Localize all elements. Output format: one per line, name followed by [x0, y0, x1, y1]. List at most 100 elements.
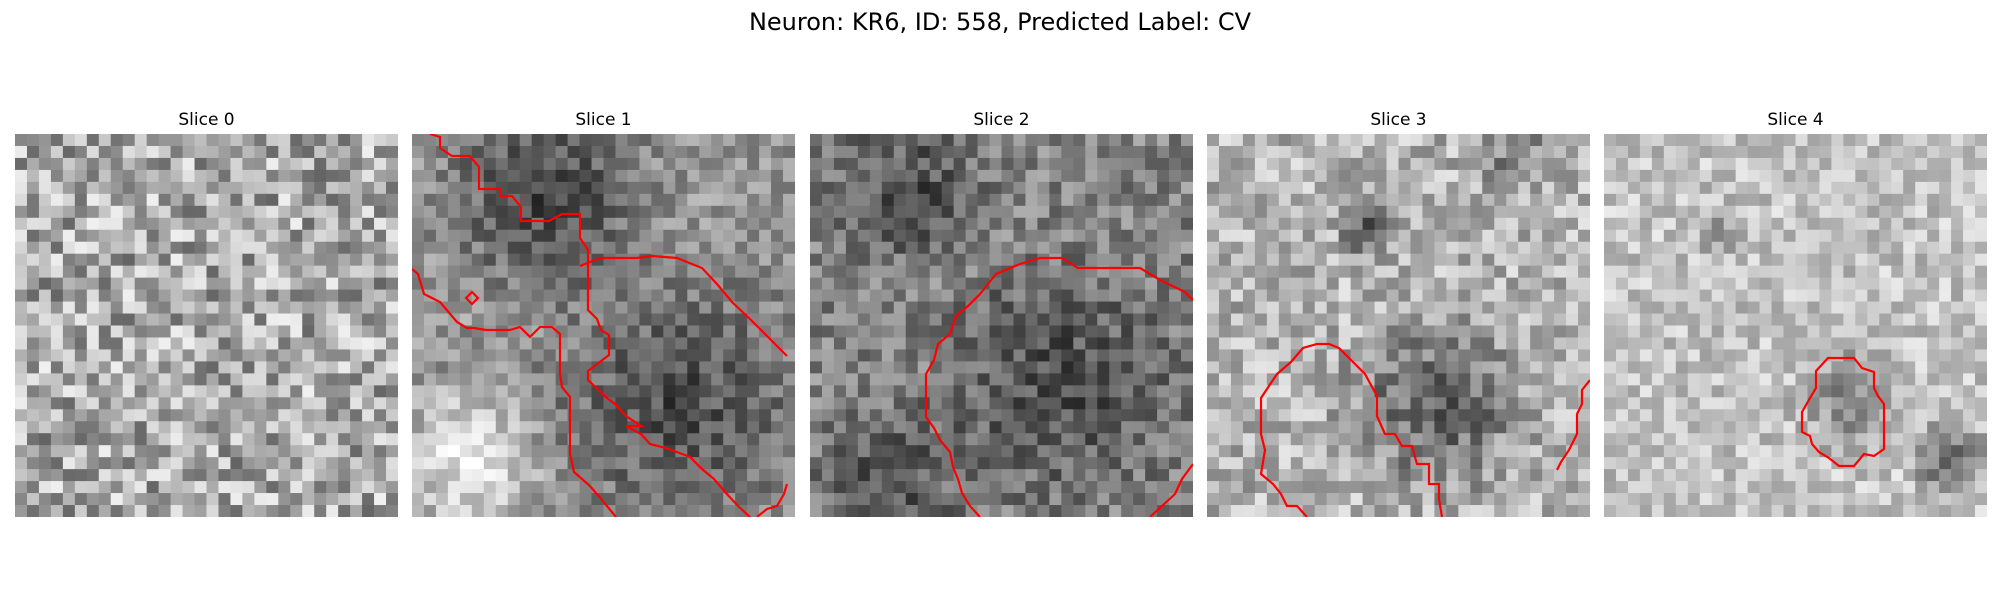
- pixel: [531, 421, 545, 434]
- pixel: [1711, 229, 1725, 243]
- pixel: [1037, 241, 1050, 255]
- pixel: [735, 433, 748, 446]
- pixel: [122, 421, 136, 434]
- pixel: [905, 241, 919, 255]
- pixel: [1855, 337, 1868, 351]
- pixel: [1073, 409, 1086, 422]
- pixel: [1218, 217, 1232, 231]
- pixel: [941, 493, 955, 506]
- pixel: [627, 134, 641, 147]
- pixel: [38, 385, 52, 398]
- pixel: [495, 385, 509, 398]
- pixel: [1230, 337, 1244, 351]
- pixel: [1181, 289, 1193, 303]
- pixel: [699, 385, 712, 398]
- pixel: [1566, 301, 1579, 315]
- pixel: [1061, 313, 1074, 327]
- pixel: [62, 361, 76, 374]
- pixel: [1314, 253, 1328, 267]
- pixel: [1073, 445, 1086, 458]
- pixel: [1242, 205, 1256, 219]
- pixel: [591, 457, 605, 470]
- pixel: [1145, 397, 1158, 410]
- pixel: [771, 134, 784, 147]
- pixel: [1458, 325, 1471, 339]
- pixel: [531, 505, 545, 517]
- pixel: [1218, 265, 1232, 279]
- pixel: [1530, 481, 1543, 494]
- pixel: [977, 253, 991, 267]
- pixel: [810, 253, 823, 267]
- pixel: [86, 181, 100, 195]
- pixel: [917, 505, 931, 517]
- pixel: [1675, 373, 1689, 386]
- pixel: [1975, 253, 1987, 267]
- pixel: [723, 229, 736, 243]
- pixel: [110, 505, 124, 517]
- pixel: [1903, 157, 1916, 171]
- pixel: [1085, 349, 1098, 363]
- pixel: [459, 409, 473, 422]
- pixel: [1207, 421, 1220, 434]
- pixel: [1831, 385, 1844, 398]
- pixel: [699, 337, 712, 351]
- pixel: [1819, 433, 1833, 446]
- pixel: [735, 169, 748, 183]
- pixel: [495, 421, 509, 434]
- pixel: [1831, 241, 1844, 255]
- pixel: [146, 301, 160, 315]
- pixel: [1025, 493, 1039, 506]
- pixel: [1604, 397, 1617, 410]
- pixel: [62, 493, 76, 506]
- pixel: [1759, 181, 1773, 195]
- pixel: [1819, 157, 1833, 171]
- pixel: [1795, 325, 1809, 339]
- pixel: [1855, 385, 1868, 398]
- pixel: [1699, 241, 1713, 255]
- pixel: [723, 134, 736, 147]
- pixel: [1843, 361, 1856, 374]
- pixel: [1133, 445, 1146, 458]
- pixel: [603, 409, 617, 422]
- pixel: [1290, 505, 1304, 517]
- pixel: [1542, 385, 1555, 398]
- pixel: [338, 277, 351, 291]
- pixel: [771, 289, 784, 303]
- pixel: [1494, 265, 1507, 279]
- pixel: [929, 253, 943, 267]
- pixel: [531, 134, 545, 147]
- pixel: [122, 253, 136, 267]
- pixel: [1554, 145, 1567, 159]
- pixel: [1242, 361, 1256, 374]
- pixel: [1218, 421, 1232, 434]
- pixel: [1145, 265, 1158, 279]
- pixel: [242, 325, 255, 339]
- pixel: [1386, 169, 1400, 183]
- pixel: [1867, 409, 1880, 422]
- pixel: [1302, 373, 1316, 386]
- pixel: [326, 433, 339, 446]
- pixel: [1073, 241, 1086, 255]
- pixel: [1879, 157, 1892, 171]
- pixel: [459, 337, 473, 351]
- pixel: [1867, 397, 1880, 410]
- pixel: [302, 337, 315, 351]
- pixel: [941, 134, 955, 147]
- pixel: [591, 397, 605, 410]
- pixel: [1266, 481, 1280, 494]
- pixel: [374, 169, 387, 183]
- pixel: [833, 229, 847, 243]
- pixel: [1169, 205, 1182, 219]
- pixel: [98, 229, 112, 243]
- pixel: [1242, 181, 1256, 195]
- pixel: [1470, 289, 1483, 303]
- pixel: [50, 193, 64, 207]
- pixel: [1927, 134, 1940, 147]
- pixel: [747, 469, 760, 482]
- pixel: [1735, 157, 1749, 171]
- pixel: [663, 157, 676, 171]
- pixel: [1422, 301, 1436, 315]
- pixel: [1927, 217, 1940, 231]
- pixel: [977, 469, 991, 482]
- pixel: [1302, 409, 1316, 422]
